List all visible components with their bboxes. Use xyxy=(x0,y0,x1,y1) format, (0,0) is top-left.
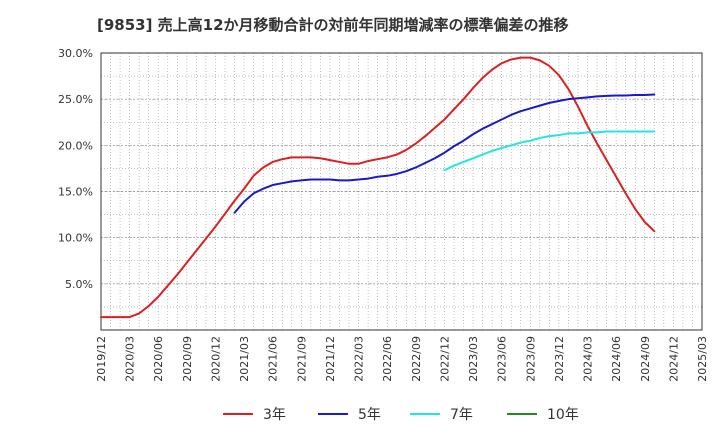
x-tick-label: 2021/06 xyxy=(267,336,280,382)
x-tick-label: 2024/06 xyxy=(610,336,623,382)
series-layer xyxy=(100,56,656,319)
x-tick-label: 2024/03 xyxy=(582,336,595,382)
grid-layer xyxy=(100,52,703,330)
x-tick-label: 2022/03 xyxy=(353,336,366,382)
y-tick-label: 10.0% xyxy=(58,232,93,245)
x-tick-label: 2025/03 xyxy=(696,336,709,382)
x-tick-label: 2021/09 xyxy=(295,336,308,382)
y-tick-label: 5.0% xyxy=(65,278,93,291)
axis-layer: 5.0% 10.0% 15.0% 20.0% 25.0% 30.0% 2019/12 2020… xyxy=(58,47,709,382)
x-tick-label: 2022/06 xyxy=(381,336,394,382)
series-line-1 xyxy=(100,56,656,319)
x-tick-label: 2020/09 xyxy=(181,336,194,382)
x-tick-label: 2023/09 xyxy=(524,336,537,382)
x-tick-label: 2024/12 xyxy=(667,336,680,382)
legend-label-4: 10年 xyxy=(547,407,579,423)
y-tick-label: 15.0% xyxy=(58,186,93,199)
y-tick-label: 25.0% xyxy=(58,93,93,106)
series-line-3 xyxy=(443,130,656,172)
legend-label-1: 3年 xyxy=(263,407,286,423)
x-tick-label: 2023/06 xyxy=(496,336,509,382)
x-tick-label: 2022/12 xyxy=(438,336,451,382)
y-tick-label: 20.0% xyxy=(58,139,93,152)
x-tick-label: 2023/12 xyxy=(553,336,566,382)
legend-layer: 3年 5年 7年 10年 xyxy=(223,407,579,423)
x-tick-label: 2020/12 xyxy=(209,336,222,382)
y-tick-label: 30.0% xyxy=(58,47,93,60)
x-tick-label: 2022/09 xyxy=(410,336,423,382)
chart-title: [9853] 売上高12か月移動合計の対前年同期増減率の標準偏差の推移 xyxy=(97,16,569,34)
x-tick-label: 2021/12 xyxy=(324,336,337,382)
x-tick-label: 2020/06 xyxy=(152,336,165,382)
series-line-2 xyxy=(233,93,656,214)
x-tick-label: 2024/09 xyxy=(639,336,652,382)
x-tick-label: 2021/03 xyxy=(238,336,251,382)
legend-label-2: 5年 xyxy=(358,407,381,423)
legend-label-3: 7年 xyxy=(450,407,473,423)
plot-border xyxy=(100,52,703,331)
x-tick-label: 2023/03 xyxy=(467,336,480,382)
x-tick-label: 2019/12 xyxy=(95,336,108,382)
x-tick-label: 2020/03 xyxy=(124,336,137,382)
